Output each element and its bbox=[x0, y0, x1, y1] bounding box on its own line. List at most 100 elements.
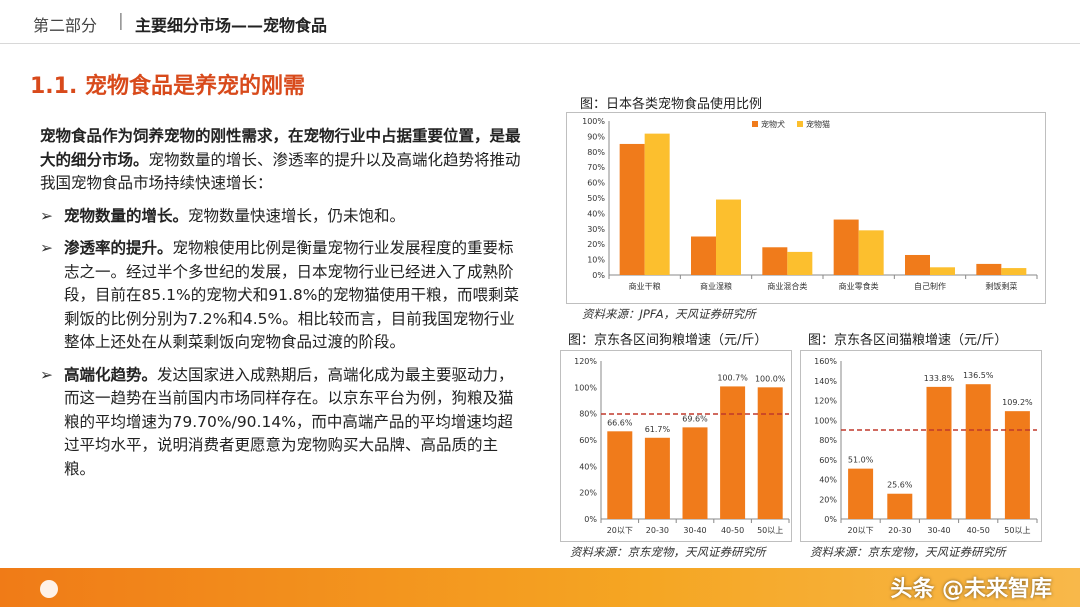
bullet-item: ➢ 高端化趋势。发达国家进入成熟期后，高端化成为最主要驱动力，而这一趋势在当前国内… bbox=[40, 364, 525, 482]
data-label: 51.0% bbox=[848, 456, 874, 465]
bar bbox=[905, 254, 930, 275]
bar bbox=[1001, 268, 1027, 275]
footer-bar bbox=[0, 568, 1080, 607]
intro-paragraph: 宠物食品作为饲养宠物的刚性需求，在宠物行业中占据重要位置，是最大的细分市场。宠物… bbox=[40, 125, 525, 196]
bullet-arrow-icon: ➢ bbox=[40, 365, 53, 384]
bullet-text: 发达国家进入成熟期后，高端化成为最主要驱动力，而这一趋势在当前国内市场同样存在。… bbox=[64, 365, 514, 478]
y-tick-label: 10% bbox=[587, 256, 605, 265]
bullet-arrow-icon: ➢ bbox=[40, 206, 53, 225]
x-tick-label: 50以上 bbox=[1004, 526, 1030, 535]
data-label: 69.6% bbox=[682, 414, 708, 423]
bar bbox=[644, 437, 670, 519]
data-label: 136.5% bbox=[963, 371, 994, 380]
bullet-text: 宠物数量快速增长，仍未饱和。 bbox=[188, 206, 406, 225]
y-tick-label: 30% bbox=[587, 225, 605, 234]
bullet-item: ➢ 渗透率的提升。宠物粮使用比例是衡量宠物行业发展程度的重要标志之一。经过半个多世… bbox=[40, 237, 525, 355]
y-tick-label: 0% bbox=[824, 515, 837, 524]
x-tick-label: 商业湿粮 bbox=[700, 281, 732, 291]
header-title: 主要细分市场——宠物食品 bbox=[135, 16, 328, 35]
data-label: 109.2% bbox=[1002, 398, 1033, 407]
y-tick-label: 120% bbox=[814, 397, 837, 406]
bar bbox=[619, 143, 645, 275]
y-tick-label: 100% bbox=[574, 383, 597, 392]
y-tick-label: 40% bbox=[587, 209, 605, 218]
y-tick-label: 140% bbox=[814, 377, 837, 386]
legend-label: 宠物猫 bbox=[806, 119, 830, 129]
bar bbox=[965, 384, 991, 519]
chart3-title: 图：京东各区间猫粮增速（元/斤） bbox=[808, 333, 1008, 348]
intro-bold: 宠物食品作为饲养宠物的刚性需求，在宠物行业中占据重要位置，是最大的细分市场。 bbox=[40, 127, 521, 169]
legend-swatch bbox=[797, 121, 803, 127]
bar bbox=[644, 133, 670, 275]
bar bbox=[757, 387, 783, 519]
bar bbox=[887, 493, 913, 519]
y-tick-label: 50% bbox=[587, 194, 605, 203]
x-tick-label: 剩饭剩菜 bbox=[985, 281, 1017, 291]
y-tick-label: 0% bbox=[592, 271, 605, 280]
bar bbox=[848, 468, 874, 519]
y-tick-label: 80% bbox=[819, 436, 837, 445]
y-tick-label: 120% bbox=[574, 357, 597, 366]
y-tick-label: 60% bbox=[819, 456, 837, 465]
intro-rest: 宠物数量的增长、渗透率的提升以及高端化趋势将推动我国宠物食品市场持续快速增长： bbox=[40, 150, 521, 193]
chart1-svg: 0% 10% 20% 30% 40% 50% 60% 70% 80% 90% 100% 商业干粮 商业湿… bbox=[582, 117, 1038, 291]
bar bbox=[762, 247, 788, 275]
header-divider bbox=[0, 43, 1080, 44]
page-title: 1.1. 宠物食品是养宠的刚需 bbox=[30, 74, 305, 99]
y-tick-label: 100% bbox=[814, 416, 837, 425]
x-tick-label: 20-30 bbox=[888, 526, 911, 535]
data-label: 100.7% bbox=[717, 373, 748, 382]
data-label: 133.8% bbox=[924, 374, 955, 383]
bar bbox=[858, 230, 884, 275]
data-label: 100.0% bbox=[755, 374, 786, 383]
y-tick-label: 40% bbox=[579, 462, 597, 471]
y-tick-label: 40% bbox=[819, 476, 837, 485]
chart1-source: 资料来源：JPFA，天风证券研究所 bbox=[582, 307, 756, 321]
bullet-heading: 高端化趋势。 bbox=[64, 365, 158, 384]
chart3-svg: 0% 20% 40% 60% 80% 100% 120% 140% 160% 51.0% 20以下 2… bbox=[814, 357, 1038, 535]
y-tick-label: 60% bbox=[587, 179, 605, 188]
x-tick-label: 20-30 bbox=[646, 526, 669, 535]
y-tick-label: 80% bbox=[579, 410, 597, 419]
data-label: 61.7% bbox=[645, 425, 671, 434]
y-tick-label: 0% bbox=[584, 515, 597, 524]
bar bbox=[720, 386, 746, 519]
bar bbox=[926, 386, 952, 519]
y-tick-label: 20% bbox=[579, 489, 597, 498]
chart2-title: 图：京东各区间狗粮增速（元/斤） bbox=[568, 333, 768, 348]
section-label: 第二部分 bbox=[33, 16, 98, 35]
x-tick-label: 20以下 bbox=[848, 526, 874, 535]
chart2-svg: 0% 20% 40% 60% 80% 100% 120% 66.6% 20以下 61.7% 20-3… bbox=[574, 357, 790, 535]
data-label: 25.6% bbox=[887, 481, 913, 490]
bar bbox=[833, 219, 859, 275]
body-text: 宠物食品作为饲养宠物的刚性需求，在宠物行业中占据重要位置，是最大的细分市场。宠物… bbox=[40, 125, 525, 490]
chart3-source: 资料来源：京东宠物，天风证券研究所 bbox=[810, 545, 1006, 559]
chart2-source: 资料来源：京东宠物，天风证券研究所 bbox=[570, 545, 766, 559]
legend-swatch bbox=[752, 121, 758, 127]
header-separator: | bbox=[118, 11, 124, 31]
slide-header: 第二部分 | 主要细分市场——宠物食品 bbox=[0, 0, 1080, 44]
y-tick-label: 20% bbox=[819, 495, 837, 504]
bar bbox=[976, 263, 1002, 275]
chart1-title: 图：日本各类宠物食品使用比例 bbox=[580, 97, 763, 112]
footer-logo-icon bbox=[40, 580, 58, 598]
bullet-arrow-icon: ➢ bbox=[40, 239, 53, 257]
y-tick-label: 160% bbox=[814, 357, 837, 366]
x-tick-label: 40-50 bbox=[967, 526, 990, 535]
x-tick-label: 自己制作 bbox=[914, 281, 946, 291]
watermark: 头条 @未来智库 bbox=[890, 577, 1052, 602]
y-tick-label: 20% bbox=[587, 240, 605, 249]
x-tick-label: 20以下 bbox=[607, 526, 633, 535]
y-tick-label: 70% bbox=[587, 163, 605, 172]
x-tick-label: 商业零食类 bbox=[839, 281, 879, 291]
chart3-frame: 0% 20% 40% 60% 80% 100% 120% 140% 160% 51.0% 20以下 2… bbox=[800, 350, 1042, 542]
bar bbox=[716, 199, 741, 275]
bullet-text: 宠物粮使用比例是衡量宠物行业发展程度的重要标志之一。经过半个多世纪的发展，日本宠… bbox=[64, 239, 519, 351]
bar bbox=[787, 251, 813, 275]
y-tick-label: 60% bbox=[579, 436, 597, 445]
bar bbox=[691, 236, 716, 275]
bar bbox=[1004, 411, 1030, 519]
data-label: 66.6% bbox=[607, 418, 633, 427]
x-tick-label: 50以上 bbox=[757, 526, 783, 535]
y-tick-label: 90% bbox=[587, 132, 605, 141]
